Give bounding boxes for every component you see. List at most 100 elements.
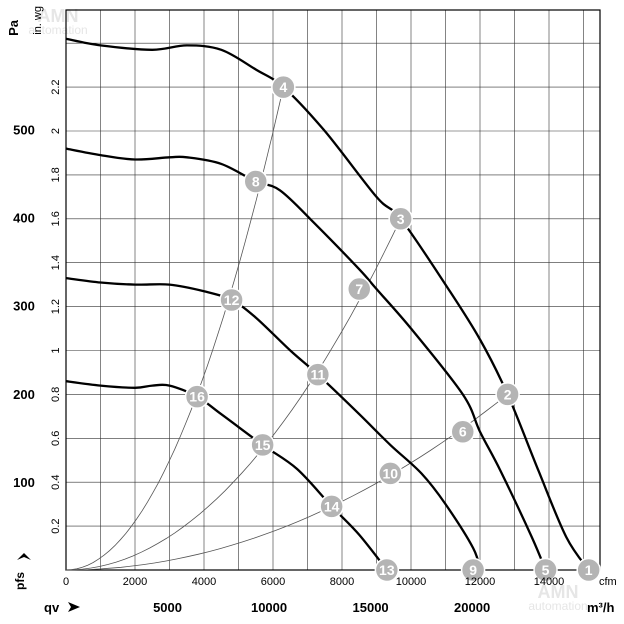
y-pa-tick-label: 100 xyxy=(13,475,35,490)
watermark-logo-text: AMN xyxy=(538,582,579,602)
system-curves xyxy=(65,87,508,571)
y-pa-tick-label: 200 xyxy=(13,387,35,402)
marker-circle xyxy=(347,276,372,302)
operating-point-marker: 16 xyxy=(184,384,210,409)
x-m3h-tick-label: 20000 xyxy=(454,600,490,615)
operating-point-marker: 14 xyxy=(319,494,344,519)
y-inwg-tick-label: 2.2 xyxy=(50,79,62,94)
x-cfm-tick-label: 6000 xyxy=(261,576,285,588)
x-cfm-tick-label: 0 xyxy=(63,576,69,588)
marker-circle xyxy=(495,382,520,407)
y-inwg-tick-label: 0.4 xyxy=(50,475,62,490)
y-pa-tick-label: 400 xyxy=(13,211,35,226)
marker-label: 3 xyxy=(397,211,405,227)
operating-point-marker: 3 xyxy=(388,206,413,232)
marker-label: 6 xyxy=(459,424,467,440)
marker-circle xyxy=(460,557,486,583)
watermark-sub-text: automation xyxy=(28,23,87,37)
operating-point-marker: 8 xyxy=(243,169,268,194)
system-curve-line xyxy=(65,218,402,571)
marker-label: 10 xyxy=(383,465,399,481)
x-cfm-tick-label: 8000 xyxy=(330,576,354,588)
y-inwg-tick-label: 1.4 xyxy=(50,255,62,270)
marker-label: 14 xyxy=(324,498,340,514)
cfm-unit-label: cfm xyxy=(599,576,617,588)
operating-point-marker: 13 xyxy=(374,557,400,583)
marker-circle xyxy=(219,287,244,313)
y-inwg-tick-label: 1.6 xyxy=(50,211,62,226)
x-cfm-tick-label: 12000 xyxy=(465,576,496,588)
y-inwg-tick-label: 1.8 xyxy=(50,167,62,182)
plot-frame xyxy=(65,9,601,571)
marker-label: 16 xyxy=(189,389,205,405)
y-inwg-tick-label: 0.6 xyxy=(50,431,62,446)
marker-circle xyxy=(243,169,268,194)
y-pa-tick-label: 500 xyxy=(13,122,35,137)
marker-circle xyxy=(533,557,558,583)
marker-circle xyxy=(305,362,331,387)
x-cfm-tick-label: 4000 xyxy=(192,576,216,588)
operating-point-marker: 1 xyxy=(576,557,601,583)
operating-point-marker: 2 xyxy=(495,382,520,407)
marker-circle xyxy=(271,74,296,100)
qv-arrow-icon xyxy=(68,602,80,612)
fan-curves xyxy=(65,37,590,571)
marker-label: 9 xyxy=(469,562,477,578)
operating-point-marker: 9 xyxy=(460,557,486,583)
x-cfm-tick-label: 10000 xyxy=(396,576,427,588)
marker-label: 7 xyxy=(355,281,363,297)
fan-curve-line xyxy=(65,147,547,571)
system-curve-line xyxy=(65,87,284,571)
marker-circle xyxy=(378,461,403,486)
m3h-unit-label: m³/h xyxy=(587,600,615,615)
marker-circle xyxy=(450,419,475,444)
fan-curve-line xyxy=(65,276,482,571)
operating-point-marker: 4 xyxy=(271,74,296,100)
marker-label: 1 xyxy=(585,562,593,578)
y-inwg-tick-label: 1 xyxy=(50,347,62,353)
fan-curve-line xyxy=(65,37,590,571)
y-inwg-tick-label: 1.2 xyxy=(50,299,62,314)
grid xyxy=(65,9,601,571)
operating-point-marker: 10 xyxy=(378,461,403,486)
marker-circle xyxy=(388,206,413,232)
marker-label: 5 xyxy=(542,562,550,578)
marker-label: 11 xyxy=(310,367,325,383)
x-m3h-tick-label: 5000 xyxy=(153,600,182,615)
x-m3h-tick-label: 10000 xyxy=(251,600,287,615)
pa-unit-label: Pa xyxy=(6,19,21,36)
x-cfm-tick-label: 2000 xyxy=(123,576,147,588)
operating-point-marker: 11 xyxy=(305,362,331,387)
x-cfm-tick-label: 14000 xyxy=(534,576,565,588)
y-inwg-tick-label: 0.8 xyxy=(50,387,62,402)
fan-curve-line xyxy=(65,380,388,571)
marker-label: 4 xyxy=(279,79,287,95)
operating-point-marker: 12 xyxy=(219,287,244,313)
marker-label: 15 xyxy=(255,437,271,453)
y-pa-tick-label: 300 xyxy=(13,299,35,314)
watermark-sub-text: automation xyxy=(528,599,587,613)
y-inwg-tick-label: 0.2 xyxy=(50,518,62,533)
marker-circle xyxy=(319,494,344,519)
operating-point-marker: 7 xyxy=(347,276,372,302)
axes: 0.20.40.60.811.21.41.61.822.210020030040… xyxy=(13,79,564,615)
y-inwg-tick-label: 2 xyxy=(50,128,62,134)
system-curve-line xyxy=(65,394,508,571)
marker-circle xyxy=(250,432,275,458)
operating-point-marker: 5 xyxy=(533,557,558,583)
marker-label: 8 xyxy=(252,173,260,189)
x-m3h-tick-label: 15000 xyxy=(353,600,389,615)
operating-point-marker: 15 xyxy=(250,432,275,458)
pfs-arrow-icon xyxy=(17,553,31,560)
marker-label: 12 xyxy=(224,292,240,308)
pfs-axis-symbol: pfs xyxy=(13,572,27,590)
marker-label: 13 xyxy=(379,562,395,578)
marker-circle xyxy=(374,557,400,583)
operating-point-marker: 6 xyxy=(450,419,475,444)
marker-circle xyxy=(184,384,210,409)
inwg-unit-label: in. wg xyxy=(32,6,44,35)
qv-axis-symbol: qv xyxy=(44,600,60,615)
